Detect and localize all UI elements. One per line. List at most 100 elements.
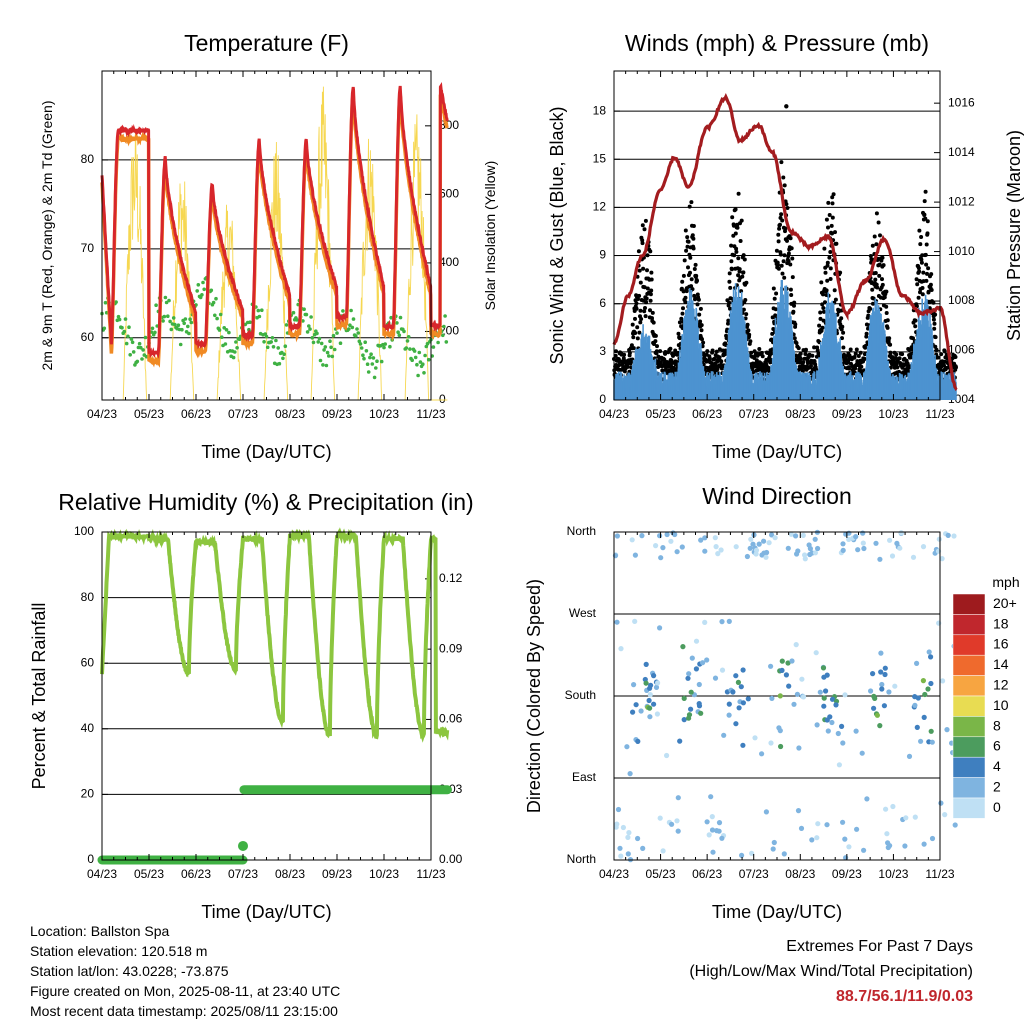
gust-point xyxy=(935,355,940,360)
legend-swatch xyxy=(952,777,986,799)
gust-point xyxy=(749,350,754,355)
direction-point xyxy=(635,738,641,745)
dewpoint-point xyxy=(200,293,204,297)
dewpoint-point xyxy=(173,322,177,327)
direction-point xyxy=(750,541,756,547)
winds-title: Winds (mph) & Pressure (mb) xyxy=(625,30,929,56)
precip-point xyxy=(238,840,248,851)
direction-point xyxy=(871,705,877,711)
gust-point xyxy=(639,317,644,321)
legend-label: 12 xyxy=(993,677,1009,693)
gust-point xyxy=(638,308,643,313)
gust-point xyxy=(698,306,703,311)
gust-point xyxy=(643,218,648,223)
gust-point xyxy=(648,292,653,297)
x-axis-label: Time (Day/UTC) xyxy=(712,902,842,922)
direction-point xyxy=(696,681,702,688)
dewpoint-point xyxy=(164,300,169,305)
gust-point xyxy=(636,297,640,301)
dewpoint-point xyxy=(215,316,219,321)
created-text: Figure created on Mon, 2025-08-11, at 23… xyxy=(30,983,341,999)
dewpoint-point xyxy=(178,342,183,347)
gust-point xyxy=(717,347,722,352)
x-tick-label: 07/23 xyxy=(228,407,258,421)
direction-point xyxy=(759,751,765,757)
y-tick-label: 40 xyxy=(81,721,95,735)
x-tick-label: 11/23 xyxy=(925,867,954,881)
gust-point xyxy=(916,295,921,300)
gust-point xyxy=(645,286,650,291)
dewpoint-point xyxy=(269,340,274,344)
gust-point xyxy=(779,160,784,165)
gust-point xyxy=(809,364,813,368)
dewpoint-point xyxy=(171,316,176,320)
gust-point xyxy=(933,312,938,317)
winds-panel: Winds (mph) & Pressure (mb) 0 3 6 9 12 15 18 100… xyxy=(547,30,1024,462)
direction-point xyxy=(821,695,827,701)
gust-point xyxy=(923,252,928,257)
dewpoint-point xyxy=(167,298,171,303)
dewpoint-point xyxy=(311,340,316,345)
direction-point xyxy=(761,538,767,544)
direction-point xyxy=(952,822,958,828)
gust-point xyxy=(690,233,695,238)
direction-point xyxy=(688,706,694,712)
direction-point xyxy=(853,534,859,540)
dewpoint-point xyxy=(329,345,333,350)
gust-point xyxy=(821,309,826,314)
direction-point xyxy=(796,745,802,751)
dewpoint-point xyxy=(332,347,337,352)
direction-point xyxy=(840,541,846,547)
dewpoint-point xyxy=(304,312,309,317)
x-tick-label: 09/23 xyxy=(832,867,862,881)
y-tick-label: 3 xyxy=(599,344,606,358)
gust-point xyxy=(733,231,738,236)
gust-point xyxy=(642,309,647,314)
direction-point xyxy=(814,722,820,728)
dewpoint-point xyxy=(131,350,136,354)
direction-point xyxy=(769,532,775,538)
gust-point xyxy=(712,356,717,361)
y-tick-label: 12 xyxy=(593,200,607,214)
gust-point xyxy=(685,244,690,249)
gust-point xyxy=(858,350,863,355)
gust-point xyxy=(643,314,648,319)
y-tick-label: North xyxy=(567,852,596,866)
y2-axis-label: Solar Insolation (Yellow) xyxy=(482,161,498,311)
direction-point xyxy=(736,705,742,711)
gust-point xyxy=(786,251,791,256)
y2-axis-label: Station Pressure (Maroon) xyxy=(1004,130,1024,341)
direction-point xyxy=(789,658,795,664)
dewpoint-point xyxy=(169,327,174,332)
x-tick-label: 06/23 xyxy=(692,867,722,881)
direction-point xyxy=(817,689,823,695)
gust-point xyxy=(684,289,689,294)
gust-point xyxy=(699,323,704,328)
extremes-values: 88.7/56.1/11.9/0.03 xyxy=(835,988,973,1005)
dewpoint-point xyxy=(319,341,324,346)
x-tick-label: 10/23 xyxy=(878,407,908,421)
direction-point xyxy=(878,669,884,675)
gust-point xyxy=(953,355,958,359)
direction-point xyxy=(835,730,841,737)
gust-point xyxy=(841,330,846,335)
direction-point xyxy=(855,547,861,553)
legend-label: 20+ xyxy=(993,595,1017,611)
dewpoint-point xyxy=(388,344,392,349)
gust-point xyxy=(687,204,692,209)
gust-point xyxy=(928,282,933,287)
direction-point xyxy=(890,803,896,810)
direction-point xyxy=(770,846,776,852)
direction-point xyxy=(786,683,792,689)
gust-point xyxy=(823,270,828,275)
gust-point xyxy=(825,263,830,268)
gust-point xyxy=(834,241,839,246)
direction-point xyxy=(928,728,934,734)
direction-point xyxy=(660,848,666,854)
gust-point xyxy=(678,335,683,340)
direction-point xyxy=(840,819,846,825)
gust-point xyxy=(873,277,878,282)
dewpoint-point xyxy=(154,303,158,308)
direction-point xyxy=(861,545,867,552)
gust-point xyxy=(654,349,659,354)
